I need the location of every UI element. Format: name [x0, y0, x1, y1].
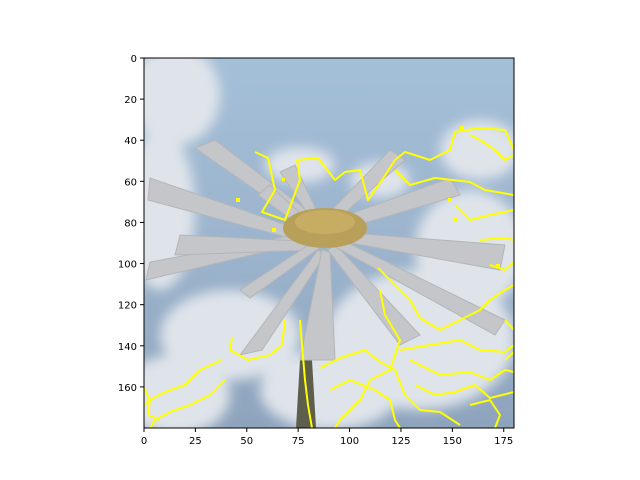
y-axis: 0 20 40 60 80 100 120 140 160 — [118, 54, 144, 394]
y-tick-label: 100 — [118, 260, 137, 271]
y-tick-label: 120 — [118, 301, 137, 312]
x-tick-label: 175 — [494, 436, 513, 447]
edge-specks — [236, 126, 500, 268]
x-tick-label: 150 — [443, 436, 462, 447]
plot-frame — [143, 57, 515, 429]
image-plot — [144, 58, 514, 428]
flower-center-highlight — [295, 210, 355, 234]
y-tick-label: 140 — [118, 342, 137, 353]
x-tick-label: 100 — [340, 436, 359, 447]
y-tick-label: 80 — [124, 218, 137, 229]
x-tick-label: 25 — [189, 436, 202, 447]
y-tick-label: 0 — [131, 54, 137, 65]
y-tick-label: 40 — [124, 136, 137, 147]
x-axis: 0 25 50 75 100 125 150 175 — [141, 428, 513, 447]
x-tick-label: 50 — [240, 436, 253, 447]
y-tick-label: 20 — [124, 95, 137, 106]
edge-contours — [144, 127, 514, 428]
x-tick-label: 0 — [141, 436, 147, 447]
y-tick-label: 60 — [124, 177, 137, 188]
x-tick-label: 125 — [391, 436, 410, 447]
y-tick-label: 160 — [118, 383, 137, 394]
x-tick-label: 75 — [292, 436, 305, 447]
